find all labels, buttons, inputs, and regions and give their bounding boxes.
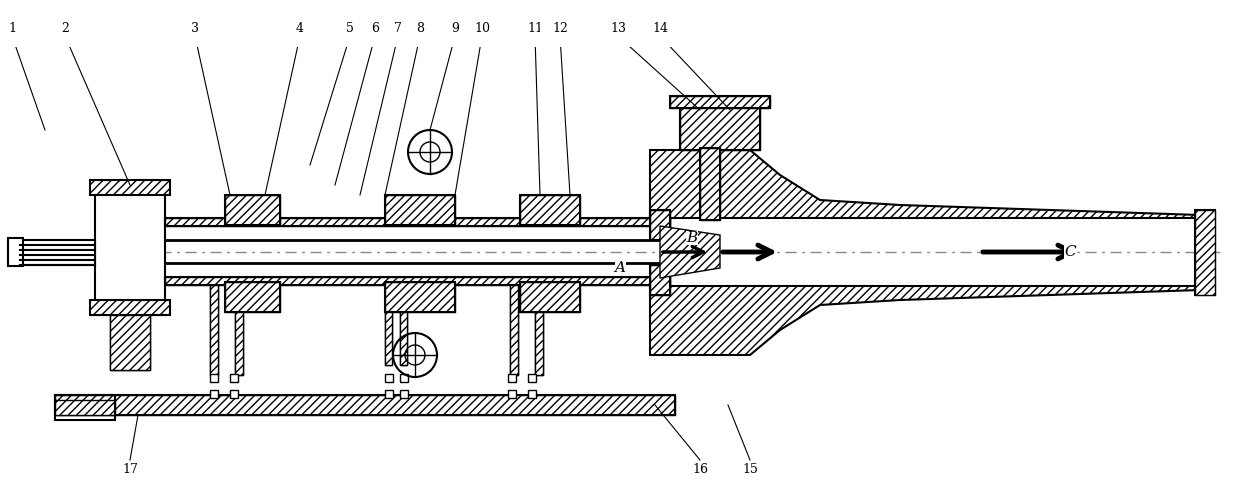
Bar: [55, 395, 675, 415]
Bar: [401, 390, 408, 398]
Bar: [528, 374, 536, 382]
Bar: [95, 185, 165, 315]
Bar: [165, 218, 670, 226]
Bar: [224, 282, 280, 312]
Bar: [520, 195, 580, 225]
Bar: [680, 100, 760, 150]
Text: 10: 10: [474, 22, 490, 35]
Bar: [650, 265, 670, 295]
Text: 16: 16: [692, 463, 708, 476]
Bar: [401, 285, 407, 365]
Text: 5: 5: [346, 22, 353, 35]
Bar: [650, 210, 670, 240]
Bar: [110, 315, 150, 370]
Bar: [650, 210, 670, 240]
Bar: [91, 180, 170, 195]
Bar: [210, 285, 218, 375]
Bar: [384, 390, 393, 398]
Bar: [7, 238, 24, 266]
Text: 1: 1: [7, 22, 16, 35]
Bar: [224, 195, 280, 225]
Polygon shape: [650, 286, 1210, 355]
Bar: [384, 374, 393, 382]
Bar: [384, 285, 392, 365]
Bar: [670, 96, 770, 108]
Text: 14: 14: [652, 22, 668, 35]
Bar: [650, 265, 670, 295]
Bar: [1195, 210, 1215, 295]
Bar: [508, 374, 516, 382]
Bar: [508, 390, 516, 398]
Bar: [384, 282, 455, 312]
Text: 13: 13: [610, 22, 626, 35]
Bar: [55, 400, 115, 415]
Bar: [91, 300, 170, 315]
Bar: [401, 285, 407, 365]
Text: 17: 17: [122, 463, 138, 476]
Bar: [701, 148, 720, 220]
Bar: [229, 390, 238, 398]
Bar: [165, 277, 670, 285]
Bar: [20, 240, 95, 265]
Bar: [224, 282, 280, 312]
Bar: [236, 285, 243, 375]
Bar: [401, 374, 408, 382]
Bar: [165, 277, 670, 285]
Bar: [680, 100, 760, 150]
Text: 11: 11: [527, 22, 543, 35]
Text: 12: 12: [552, 22, 568, 35]
Bar: [384, 195, 455, 225]
Bar: [229, 374, 238, 382]
Text: 2: 2: [61, 22, 69, 35]
Text: 3: 3: [191, 22, 198, 35]
Bar: [1195, 210, 1215, 295]
Bar: [384, 282, 455, 312]
Bar: [510, 285, 518, 375]
Bar: [528, 390, 536, 398]
Bar: [210, 390, 218, 398]
Bar: [110, 315, 150, 370]
Polygon shape: [660, 226, 720, 278]
Text: A: A: [615, 261, 625, 275]
Bar: [224, 195, 280, 225]
Text: B: B: [687, 231, 698, 245]
Text: 6: 6: [371, 22, 379, 35]
Text: 7: 7: [394, 22, 402, 35]
Bar: [55, 395, 675, 415]
Bar: [384, 195, 455, 225]
Bar: [210, 374, 218, 382]
Bar: [701, 148, 720, 220]
Bar: [510, 285, 518, 375]
Text: 8: 8: [415, 22, 424, 35]
Bar: [210, 285, 218, 375]
Text: 15: 15: [742, 463, 758, 476]
Bar: [520, 195, 580, 225]
Text: C: C: [1064, 245, 1076, 259]
Text: 9: 9: [451, 22, 459, 35]
Bar: [236, 285, 243, 375]
Bar: [520, 282, 580, 312]
Bar: [55, 395, 115, 420]
Bar: [534, 285, 543, 375]
Bar: [520, 282, 580, 312]
Bar: [384, 285, 392, 365]
Bar: [670, 96, 770, 108]
Polygon shape: [650, 150, 1210, 218]
Text: 4: 4: [296, 22, 304, 35]
Bar: [534, 285, 543, 375]
Bar: [165, 218, 670, 226]
